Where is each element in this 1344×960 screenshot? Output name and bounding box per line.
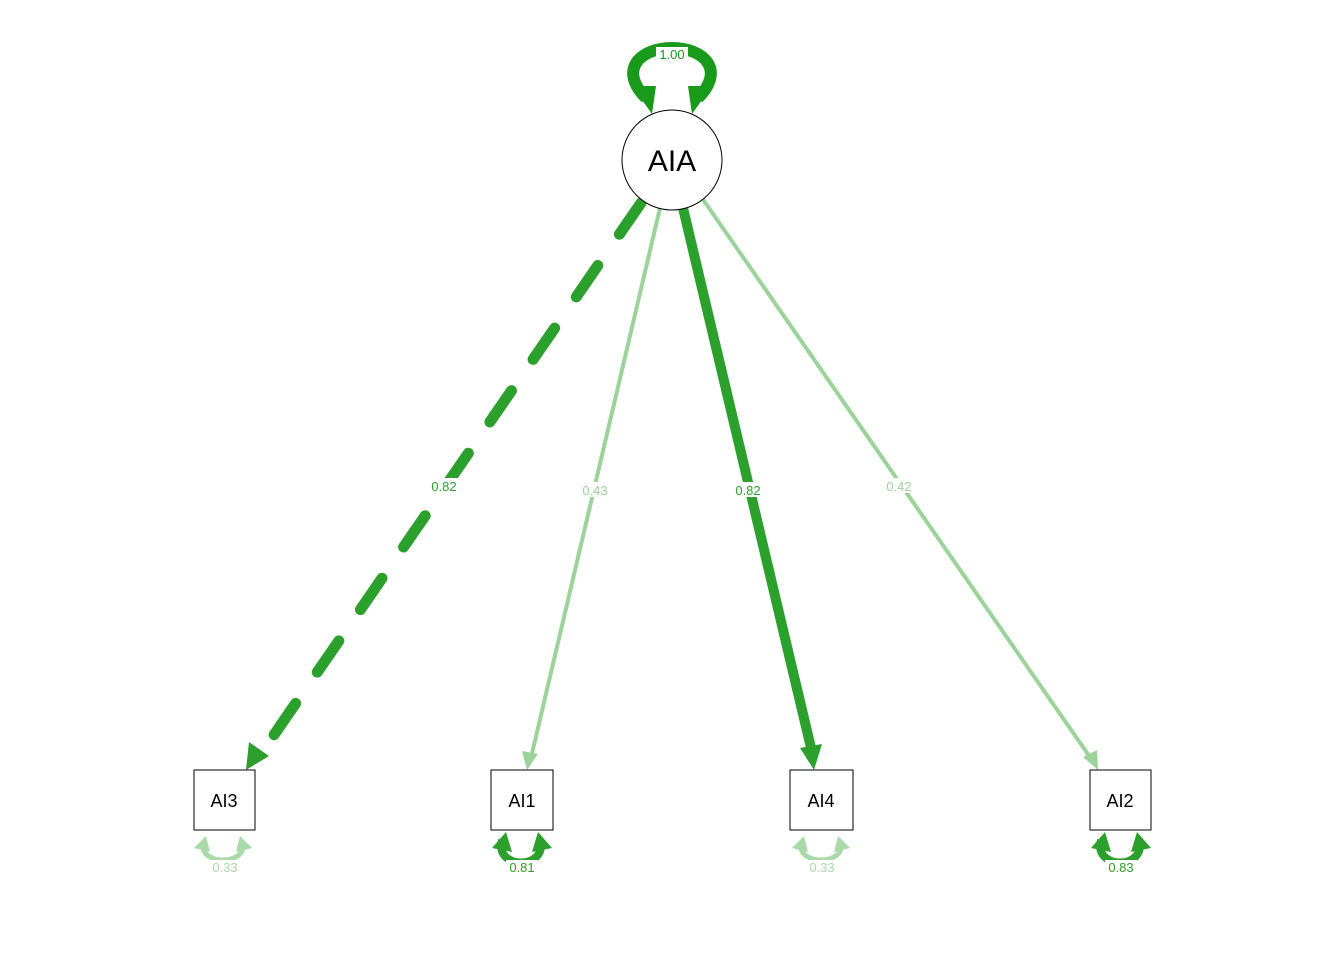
loading-label-bg-ai4 bbox=[732, 482, 764, 497]
latent-node-aia bbox=[621, 109, 723, 211]
indicator-node-ai4 bbox=[789, 769, 854, 831]
residual-label-bg-ai3 bbox=[209, 860, 241, 874]
latent-variance-arrow-right bbox=[688, 86, 712, 114]
indicator-node-ai3 bbox=[193, 769, 256, 831]
latent-variance-label-bg bbox=[656, 47, 688, 61]
residual-label-ai1: 0.81 bbox=[509, 860, 534, 875]
loading-label-ai2: 0.42 bbox=[886, 479, 911, 494]
loading-label-bg-ai2 bbox=[883, 478, 915, 493]
latent-variance-arrow-left bbox=[632, 86, 656, 114]
loading-label-bg-ai3 bbox=[428, 478, 460, 493]
arrowhead-ai4 bbox=[800, 744, 822, 770]
indicator-node-ai1 bbox=[490, 769, 554, 831]
residual-label-bg-ai1 bbox=[506, 860, 538, 874]
indicator-label-ai3: AI3 bbox=[210, 791, 237, 811]
residual-label-ai4: 0.33 bbox=[809, 860, 834, 875]
arrowhead-ai1 bbox=[522, 751, 538, 770]
residual-label-ai2: 0.83 bbox=[1108, 860, 1133, 875]
indicator-label-ai1: AI1 bbox=[508, 791, 535, 811]
latent-node-label: AIA bbox=[648, 145, 696, 178]
indicator-label-ai4: AI4 bbox=[807, 791, 834, 811]
indicator-label-ai2: AI2 bbox=[1106, 791, 1133, 811]
latent-variance-label: 1.00 bbox=[659, 47, 684, 62]
residual-loop-ai4 bbox=[792, 836, 850, 863]
loading-label-ai3: 0.82 bbox=[431, 479, 456, 494]
loading-label-ai1: 0.43 bbox=[582, 483, 607, 498]
arrowhead-ai3 bbox=[246, 742, 269, 770]
arrowhead-ai2 bbox=[1083, 750, 1098, 770]
residual-label-bg-ai2 bbox=[1105, 860, 1137, 874]
loading-label-ai4: 0.82 bbox=[735, 483, 760, 498]
residual-loop-ai3 bbox=[194, 836, 252, 863]
residual-label-bg-ai4 bbox=[806, 860, 838, 874]
residual-loop-ai1 bbox=[492, 832, 552, 867]
residual-loop-ai2 bbox=[1091, 832, 1151, 867]
loading-edge-ai4 bbox=[678, 206, 817, 754]
loading-label-bg-ai1 bbox=[579, 482, 611, 497]
indicator-node-ai2 bbox=[1089, 769, 1152, 831]
residual-label-ai3: 0.33 bbox=[212, 860, 237, 875]
